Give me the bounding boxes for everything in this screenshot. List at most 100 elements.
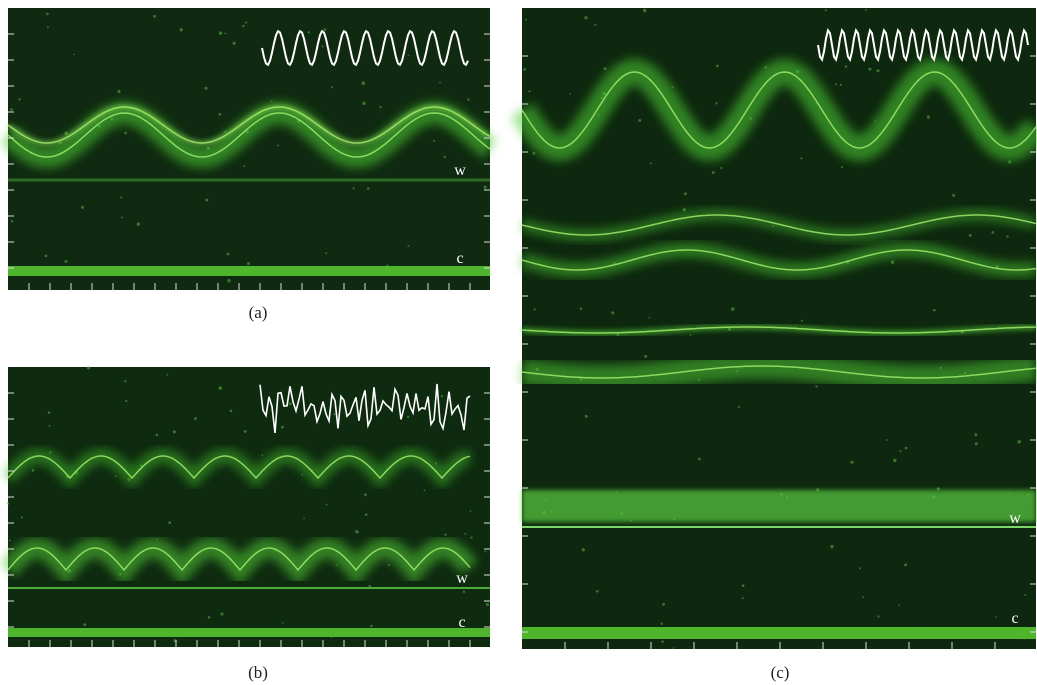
bright-line (7, 106, 491, 144)
bright-line (521, 71, 1037, 149)
speck (379, 106, 382, 109)
core-label: c (456, 250, 463, 267)
speck (387, 564, 390, 567)
speck (335, 564, 338, 566)
speck (31, 469, 35, 472)
speck (523, 67, 527, 71)
speck (648, 316, 651, 319)
speck (229, 409, 233, 413)
speck (815, 385, 818, 388)
speck (333, 413, 336, 416)
speck (47, 411, 51, 414)
speck (361, 81, 366, 85)
speck (800, 157, 803, 160)
speck (64, 260, 68, 263)
photo (8, 8, 490, 290)
speck (423, 489, 426, 492)
speck (595, 589, 599, 593)
speck (6, 502, 10, 505)
wall-label: w (454, 162, 466, 179)
speck (325, 503, 328, 506)
speck (579, 307, 583, 311)
speck (281, 425, 284, 429)
bright-line (7, 547, 471, 572)
bright-line (521, 326, 1036, 334)
speck (443, 155, 446, 159)
speck (835, 83, 838, 86)
speck (898, 604, 900, 607)
speck (8, 539, 11, 542)
speck (243, 429, 247, 433)
speck (936, 487, 940, 491)
speck (737, 405, 741, 409)
speck (660, 622, 663, 625)
speck (168, 521, 172, 525)
speck (904, 563, 908, 567)
speck (533, 308, 536, 311)
speck (407, 54, 410, 57)
speck (642, 8, 647, 13)
speck (325, 252, 328, 255)
speck (224, 130, 227, 133)
speck (124, 131, 127, 135)
speck (1017, 440, 1021, 444)
signal (817, 28, 1029, 62)
speck (323, 28, 327, 31)
speck (830, 544, 834, 549)
speck (926, 115, 931, 119)
speck (307, 31, 310, 34)
photo (8, 367, 490, 647)
speck (218, 113, 222, 116)
speck (464, 532, 467, 535)
speck (1024, 594, 1027, 596)
speck (218, 386, 222, 390)
speck (730, 307, 735, 311)
signal (261, 29, 469, 67)
speck (877, 615, 880, 618)
speck (321, 45, 324, 48)
speck (824, 9, 827, 12)
speck (179, 28, 183, 32)
speck (86, 366, 91, 370)
speck (581, 548, 585, 552)
speck (858, 567, 861, 570)
speck (366, 187, 370, 190)
speck (952, 193, 956, 197)
speck (682, 208, 686, 212)
speck (245, 21, 248, 24)
speck (433, 139, 436, 142)
speck (281, 622, 284, 624)
speck (611, 311, 615, 315)
caption: (c) (771, 663, 790, 682)
speck (991, 231, 995, 234)
core-label: c (1011, 610, 1018, 627)
speck (218, 31, 223, 36)
speck (850, 460, 854, 464)
speck (672, 647, 675, 649)
speck (444, 533, 447, 536)
core-label: c (458, 614, 465, 631)
speck (242, 24, 245, 28)
bright-line (521, 365, 1037, 379)
panel-c (510, 8, 1037, 649)
speck (467, 98, 470, 101)
speck (246, 262, 250, 266)
speck (528, 90, 531, 93)
speck (439, 81, 441, 84)
speck (44, 254, 48, 258)
wall-band (522, 490, 1036, 522)
speck (301, 473, 303, 476)
speck (995, 616, 997, 618)
core-bar (522, 627, 1036, 639)
speck (166, 373, 169, 376)
speck (20, 516, 24, 519)
signal (259, 383, 471, 433)
speck (362, 101, 366, 105)
speck (886, 439, 889, 441)
speck (890, 260, 895, 264)
speck (83, 623, 87, 627)
speck (662, 602, 666, 606)
speck (864, 8, 867, 11)
speck (120, 196, 123, 199)
speck (355, 529, 359, 534)
